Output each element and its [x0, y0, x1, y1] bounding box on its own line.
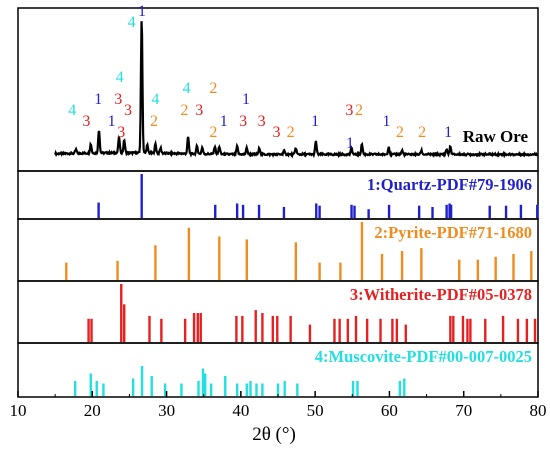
x-tick-label: 10 — [10, 401, 27, 420]
peak-label-pyrite: 2 — [209, 80, 217, 97]
peak-label-quartz: 1 — [220, 113, 228, 130]
peak-label-muscovite: 4 — [116, 69, 124, 86]
reference-muscovite: 4:Muscovite-PDF#00-007-0025 — [73, 347, 532, 396]
reference-label-quartz: 1:Quartz-PDF#79-1906 — [367, 175, 532, 194]
x-axis: 10 20 30 40 50 60 70 80 — [10, 391, 547, 420]
peak-label-pyrite: 2 — [150, 113, 158, 130]
peak-label-pyrite: 2 — [418, 124, 426, 141]
peak-label-quartz: 1 — [346, 135, 354, 152]
peak-label-pyrite: 2 — [396, 124, 404, 141]
peak-label-quartz: 1 — [311, 113, 319, 130]
peak-label-witherite: 3 — [82, 113, 90, 130]
x-tick-label: 50 — [307, 401, 324, 420]
reference-label-pyrite: 2:Pyrite-PDF#71-1680 — [374, 223, 532, 242]
raw-ore-pattern — [54, 21, 539, 159]
peak-label-pyrite: 2 — [355, 102, 363, 119]
x-tick-label: 60 — [381, 401, 398, 420]
peak-label-quartz: 1 — [382, 113, 390, 130]
peak-label-witherite: 3 — [345, 102, 353, 119]
peak-label-witherite: 3 — [117, 124, 125, 141]
x-tick-label: 70 — [455, 401, 472, 420]
x-axis-title: 2θ (°) — [252, 424, 296, 445]
peak-label-quartz: 1 — [242, 91, 250, 108]
x-tick-label: 80 — [530, 401, 547, 420]
reference-label-muscovite: 4:Muscovite-PDF#00-007-0025 — [315, 347, 532, 366]
peak-label-muscovite: 4 — [68, 102, 76, 119]
raw-ore-label: Raw Ore — [463, 127, 529, 146]
peak-label-muscovite: 4 — [151, 91, 159, 108]
peak-label-quartz: 1 — [138, 3, 146, 20]
peak-label-quartz: 1 — [108, 113, 116, 130]
peak-label-witherite: 3 — [124, 102, 132, 119]
reference-witherite: 3:Witherite-PDF#05-0378 — [87, 284, 537, 342]
panel-frames — [17, 7, 539, 398]
peak-label-muscovite: 4 — [183, 80, 191, 97]
peak-label-pyrite: 2 — [209, 124, 217, 141]
peak-label-pyrite: 2 — [287, 124, 295, 141]
reference-pyrite: 2:Pyrite-PDF#71-1680 — [65, 222, 533, 280]
peak-label-pyrite: 2 — [180, 102, 188, 119]
peak-label-witherite: 3 — [114, 91, 122, 108]
raw-ore-line — [54, 21, 539, 159]
x-tick-label: 30 — [158, 401, 175, 420]
reference-patterns: 1:Quartz-PDF#79-1906 2:Pyrite-PDF#71-1680… — [65, 174, 539, 396]
peak-label-witherite: 3 — [195, 102, 203, 119]
peak-label-muscovite: 4 — [128, 14, 136, 31]
peak-label-quartz: 1 — [94, 91, 102, 108]
panel-frame-1 — [17, 7, 539, 172]
peak-label-witherite: 3 — [273, 124, 281, 141]
peak-label-quartz: 1 — [444, 124, 452, 141]
peak-label-witherite: 3 — [239, 113, 247, 130]
x-tick-label: 20 — [84, 401, 101, 420]
reference-quartz: 1:Quartz-PDF#79-1906 — [97, 174, 539, 218]
x-tick-label: 40 — [232, 401, 249, 420]
reference-label-witherite: 3:Witherite-PDF#05-0378 — [350, 285, 532, 304]
peak-label-witherite: 3 — [258, 113, 266, 130]
